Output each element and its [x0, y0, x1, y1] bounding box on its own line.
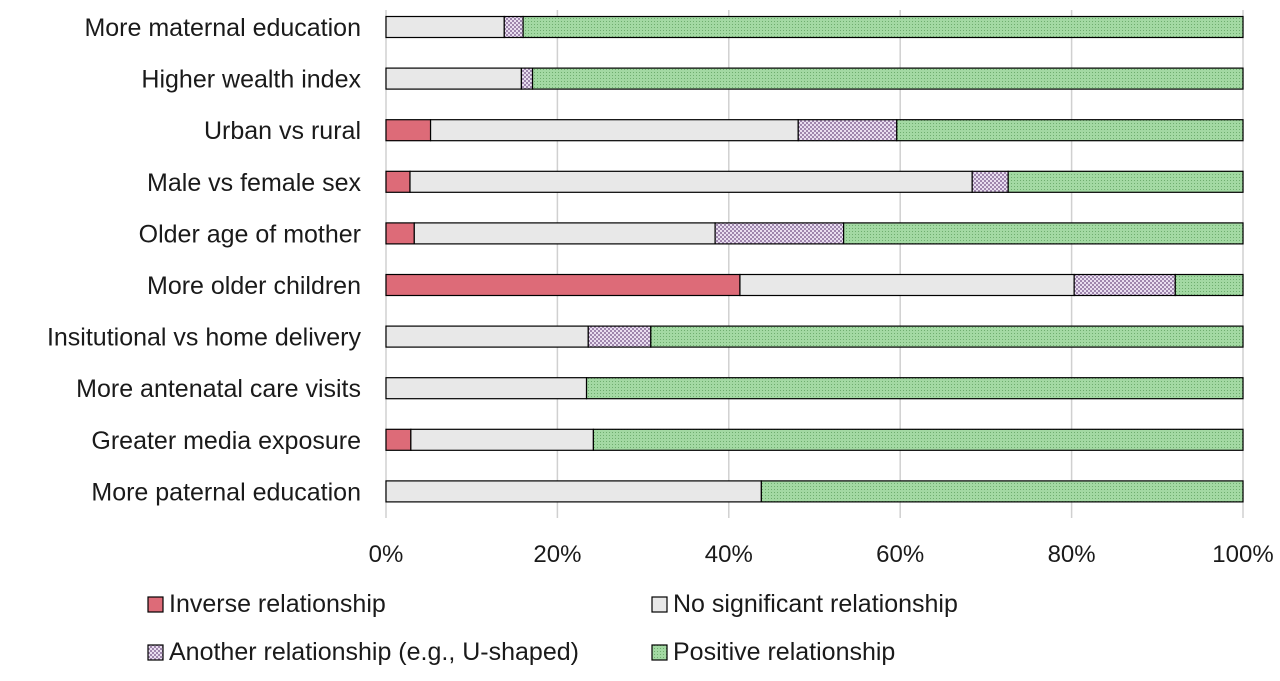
legend-swatch [147, 596, 164, 613]
bar-segment [1073, 273, 1176, 297]
bar-segment [385, 428, 412, 451]
legend: Inverse relationship No significant relat… [147, 590, 958, 666]
legend-swatch [147, 644, 164, 661]
x-tick-label: 80% [1048, 541, 1096, 568]
bar-segment [531, 67, 1244, 90]
legend-swatch [651, 596, 668, 613]
bar-segment [409, 170, 973, 193]
bar-segment [843, 222, 1244, 245]
x-tick-label: 40% [705, 541, 753, 568]
legend-label: Inverse relationship [169, 590, 386, 618]
category-label: Urban vs rural [204, 117, 361, 145]
bar-segment [760, 480, 1244, 503]
bar-segment [592, 428, 1244, 451]
category-labels: More maternal education Higher wealth ind… [47, 14, 362, 506]
x-tick-label: 20% [533, 541, 581, 568]
bar-segment [1007, 170, 1244, 193]
category-label: More paternal education [91, 478, 361, 506]
bar-segment [385, 273, 741, 297]
category-label: Higher wealth index [141, 66, 361, 94]
bar-segment [385, 170, 411, 193]
bar-segment [385, 377, 588, 400]
legend-swatch [651, 644, 668, 661]
bars [385, 15, 1244, 503]
category-label: Insitutional vs home delivery [47, 324, 362, 352]
bar-segment [650, 325, 1244, 348]
x-tick-label: 0% [369, 541, 404, 568]
bar-segment [585, 377, 1244, 400]
category-label: More older children [147, 272, 361, 300]
bar-segment [385, 325, 589, 348]
bar-segment [385, 67, 523, 90]
bar-segment [739, 273, 1075, 297]
bar-segment [971, 170, 1009, 193]
bar-segment [385, 480, 762, 503]
category-label: Greater media exposure [91, 427, 361, 455]
bar-segment [410, 428, 594, 451]
bar-segment [385, 222, 415, 245]
bar-segment [1174, 273, 1244, 297]
bar-segment [522, 15, 1244, 39]
category-label: More antenatal care visits [76, 375, 361, 403]
x-tick-label: 60% [876, 541, 924, 568]
bar-segment [385, 15, 505, 39]
bar-segment [714, 222, 845, 245]
category-label: Older age of mother [139, 220, 361, 248]
bar-segment [797, 119, 898, 142]
legend-label: Positive relationship [673, 638, 895, 666]
legend-label: Another relationship (e.g., U-shaped) [169, 638, 579, 666]
bar-segment [413, 222, 716, 245]
legend-label: No significant relationship [673, 590, 958, 618]
category-label: Male vs female sex [147, 169, 361, 197]
bar-segment [896, 119, 1244, 142]
bar-segment [385, 119, 432, 142]
bar-segment [587, 325, 652, 348]
x-tick-label: 100% [1212, 541, 1273, 568]
category-label: More maternal education [84, 14, 361, 42]
x-axis-tick-labels: 0% 20% 40% 60% 80% 100% [369, 541, 1274, 568]
bar-segment [429, 119, 799, 142]
bar-segment [520, 67, 534, 90]
bar-segment [503, 15, 524, 39]
